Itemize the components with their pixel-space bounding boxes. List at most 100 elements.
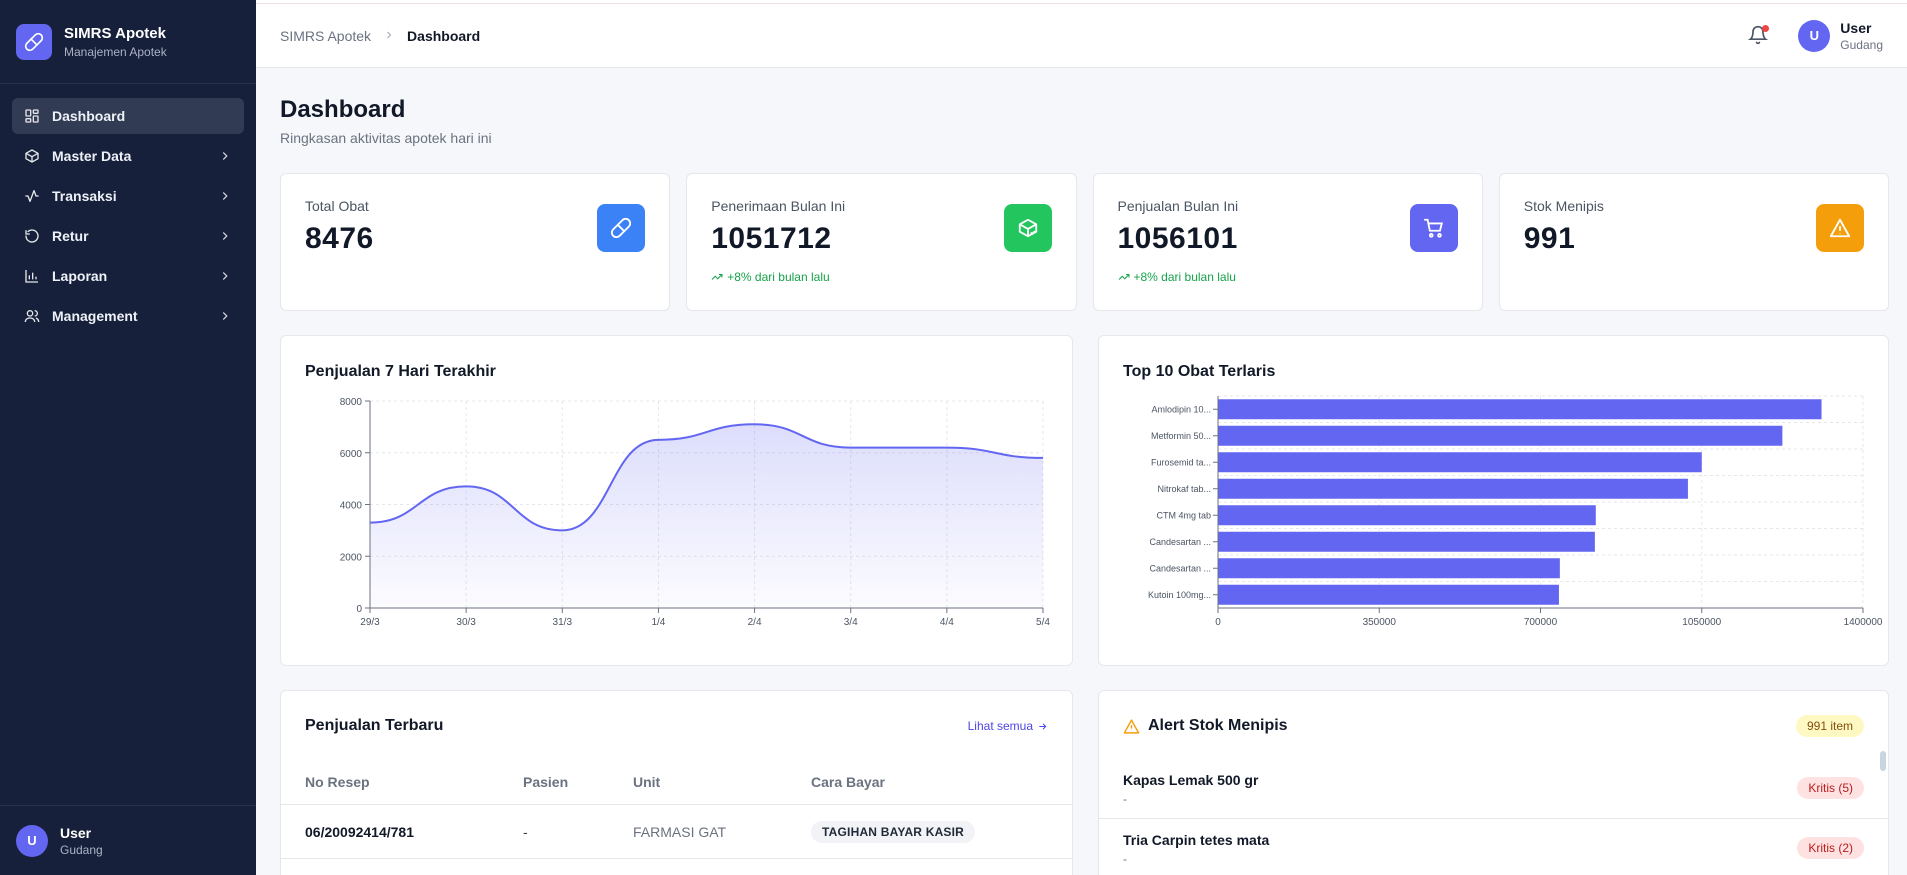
bar-chart-icon [24, 268, 40, 284]
sidebar-item-label: Dashboard [52, 108, 126, 124]
stat-label: Penerimaan Bulan Ini [711, 198, 846, 214]
chart-title: Top 10 Obat Terlaris [1123, 363, 1276, 380]
users-icon [24, 308, 40, 324]
stat-card-penerimaan: Penerimaan Bulan Ini 1051712 +8% dari bu… [686, 173, 1077, 311]
trending-up-icon [1118, 274, 1129, 280]
x-tick-label: 2/4 [748, 617, 762, 628]
stat-value: 1051712 [711, 222, 832, 255]
column-header: Cara Bayar [811, 773, 885, 790]
sidebar-user[interactable]: U User Gudang [0, 805, 256, 875]
bar [1218, 452, 1702, 473]
list-item[interactable]: Kapas Lemak 500 gr - Kritis (5) [1099, 759, 1888, 819]
x-tick-label: 29/3 [360, 617, 380, 628]
x-tick-label: 3/4 [844, 617, 858, 628]
chevron-right-icon [222, 312, 228, 320]
stat-trend-text: +8% dari bulan lalu [727, 270, 830, 284]
top-strip [256, 0, 1907, 4]
warning-icon [1816, 204, 1864, 252]
sidebar-item-laporan[interactable]: Laporan [12, 258, 244, 294]
sidebar-item-management[interactable]: Management [12, 298, 244, 334]
sidebar-item-retur[interactable]: Retur [12, 218, 244, 254]
x-tick-label: 350000 [1363, 617, 1397, 628]
y-tick-label: 6000 [340, 449, 363, 460]
scrollbar-thumb[interactable] [1880, 751, 1886, 771]
stat-card-total-obat: Total Obat 8476 [280, 173, 671, 311]
chevron-right-icon [222, 152, 228, 160]
arrow-right-icon [1039, 722, 1047, 730]
stat-card-penjualan: Penjualan Bulan Ini 1056101 +8% dari bul… [1092, 173, 1483, 311]
notification-dot [1762, 24, 1770, 32]
page-subtitle: Ringkasan aktivitas apotek hari ini [280, 130, 492, 146]
list-item[interactable]: Tria Carpin tetes mata - Kritis (2) [1099, 819, 1888, 875]
y-tick-label: Candesartan ... [1149, 537, 1211, 547]
sidebar-item-label: Master Data [52, 148, 132, 164]
breadcrumb-root[interactable]: SIMRS Apotek [280, 27, 372, 44]
x-tick-label: 30/3 [456, 617, 476, 628]
chart-title: Penjualan 7 Hari Terakhir [305, 363, 496, 380]
sidebar-item-label: Transaksi [52, 188, 117, 204]
notification-bell-icon[interactable] [1748, 24, 1770, 47]
cell-pasien: - [523, 823, 528, 840]
cart-icon [1409, 204, 1458, 252]
cell-no-resep: 06/20092414/781 [305, 823, 414, 840]
chevron-right-icon [222, 232, 228, 240]
sidebar: SIMRS Apotek Manajemen Apotek Dashboard … [0, 0, 256, 875]
sidebar-item-transaksi[interactable]: Transaksi [12, 178, 244, 214]
item-subtitle: - [1123, 851, 1127, 866]
bar [1218, 399, 1822, 420]
y-tick-label: 0 [356, 604, 362, 615]
stat-value: 8476 [305, 222, 374, 255]
sales-7-days-card: Penjualan 7 Hari Terakhir 0 2000 4000 6000 8… [280, 335, 1073, 666]
chevron-right-icon [383, 28, 395, 44]
status-badge: Kritis (5) [1797, 777, 1864, 799]
chevron-right-icon [222, 192, 228, 200]
x-tick-label: 4/4 [940, 617, 954, 628]
y-tick-label: 2000 [340, 552, 363, 563]
stock-alert-card: Alert Stok Menipis 991 item Kapas Lemak … [1098, 690, 1889, 875]
stat-trend: +8% dari bulan lalu [711, 270, 1051, 284]
bar [1218, 558, 1560, 579]
avatar[interactable]: U [1798, 19, 1831, 52]
y-tick-label: 4000 [340, 501, 363, 512]
stat-value: 991 [1523, 222, 1576, 255]
brand: SIMRS Apotek Manajemen Apotek [0, 0, 256, 84]
count-badge: 991 item [1795, 715, 1864, 737]
page-title: Dashboard [280, 96, 406, 123]
column-header: Unit [633, 773, 661, 790]
see-all-label: Lihat semua [967, 719, 1033, 733]
y-tick-label: Furosemid ta... [1151, 457, 1211, 467]
bar [1218, 425, 1783, 446]
warning-icon [1123, 718, 1140, 734]
user-name: User [1840, 19, 1872, 36]
y-tick-label: Nitrokaf tab... [1157, 484, 1211, 494]
see-all-link[interactable]: Lihat semua [968, 719, 1048, 733]
sidebar-nav: Dashboard Master Data Transaksi Retur [0, 84, 256, 352]
sidebar-item-master-data[interactable]: Master Data [12, 138, 244, 174]
stat-value: 1056101 [1117, 222, 1238, 255]
grid-icon [24, 108, 40, 124]
line-chart: 0 2000 4000 6000 8000 29/3 30/3 31/3 1/4 2/4 3/4 4/… [340, 397, 1051, 628]
series-area [370, 424, 1043, 608]
card-title: Alert Stok Menipis [1148, 717, 1288, 734]
item-name: Tria Carpin tetes mata [1123, 831, 1270, 848]
cell-unit: FARMASI GAT [633, 823, 727, 840]
table-row[interactable]: 06/20092414/781 - FARMASI GAT TAGIHAN BA… [281, 805, 1072, 859]
y-tick-label: Kutoin 100mg... [1148, 590, 1211, 600]
x-tick-label: 700000 [1524, 617, 1558, 628]
breadcrumb-current: Dashboard [407, 27, 481, 44]
box-icon [24, 148, 40, 164]
undo-icon [24, 228, 40, 244]
bar [1218, 584, 1559, 605]
stat-card-stok-menipis: Stok Menipis 991 [1498, 173, 1889, 311]
sidebar-item-label: Management [52, 308, 138, 324]
sidebar-item-dashboard[interactable]: Dashboard [12, 98, 244, 134]
brand-subtitle: Manajemen Apotek [64, 44, 167, 59]
stat-label: Stok Menipis [1523, 198, 1604, 214]
chevron-right-icon [222, 272, 228, 280]
sidebar-item-label: Laporan [52, 268, 108, 284]
series-line [369, 423, 1044, 532]
y-tick-label: CTM 4mg tab [1156, 510, 1211, 520]
brand-title: SIMRS Apotek [64, 24, 166, 42]
package-check-icon [1003, 204, 1052, 252]
breadcrumb: SIMRS Apotek Dashboard [280, 28, 480, 44]
